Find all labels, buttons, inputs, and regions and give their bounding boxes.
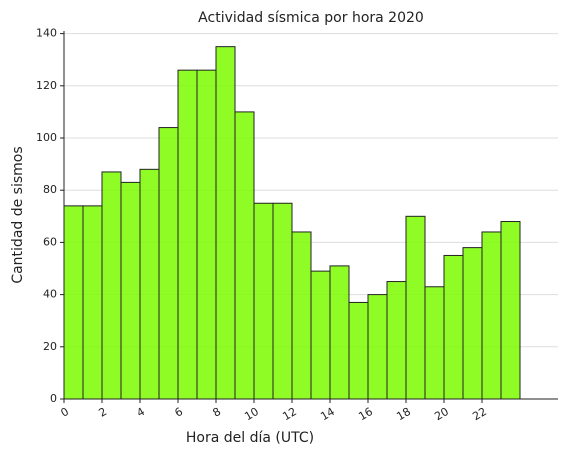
- x-axis-label: Hora del día (UTC): [186, 430, 314, 446]
- bar: [101, 171, 122, 400]
- bar: [329, 265, 350, 400]
- bar: [158, 127, 179, 400]
- y-tick-label: 20: [43, 340, 57, 353]
- bar: [272, 202, 293, 400]
- bar: [348, 301, 369, 400]
- x-tick-label: 14: [318, 405, 337, 423]
- bar: [500, 221, 521, 400]
- chart-title: Actividad sísmica por hora 2020: [198, 10, 424, 26]
- x-tick-label: 22: [470, 405, 489, 423]
- bar: [63, 205, 84, 400]
- x-tick-label: 16: [356, 405, 375, 423]
- bar: [310, 270, 331, 400]
- y-tick-label: 140: [36, 27, 57, 40]
- bar: [424, 286, 445, 400]
- bar: [215, 46, 236, 400]
- x-tick-label: 8: [210, 405, 223, 420]
- x-tick-label: 2: [96, 405, 109, 420]
- y-tick-label: 0: [50, 392, 57, 405]
- bar: [139, 168, 160, 400]
- y-tick-label: 40: [43, 288, 57, 301]
- x-tick-label: 20: [432, 405, 451, 423]
- bar: [462, 247, 483, 400]
- y-axis-label: Cantidad de sismos: [10, 146, 26, 283]
- bar: [196, 69, 217, 400]
- bar: [177, 69, 198, 400]
- bar: [234, 111, 255, 400]
- bar: [120, 181, 141, 400]
- y-tick-label: 80: [43, 183, 57, 196]
- x-tick-label: 12: [280, 405, 299, 423]
- bar: [291, 231, 312, 400]
- x-tick-label: 0: [58, 405, 71, 420]
- bar: [481, 231, 502, 400]
- bar: [405, 215, 426, 400]
- bar: [82, 205, 103, 400]
- x-tick-label: 6: [172, 405, 185, 420]
- bar: [367, 294, 388, 400]
- x-tick-label: 18: [394, 405, 413, 423]
- y-tick-label: 100: [36, 131, 57, 144]
- y-tick-label: 120: [36, 79, 57, 92]
- bar: [443, 254, 464, 400]
- x-tick-label: 10: [242, 405, 261, 423]
- x-tick-label: 4: [134, 405, 147, 420]
- bar: [253, 202, 274, 400]
- y-tick-label: 60: [43, 235, 57, 248]
- bar: [386, 281, 407, 400]
